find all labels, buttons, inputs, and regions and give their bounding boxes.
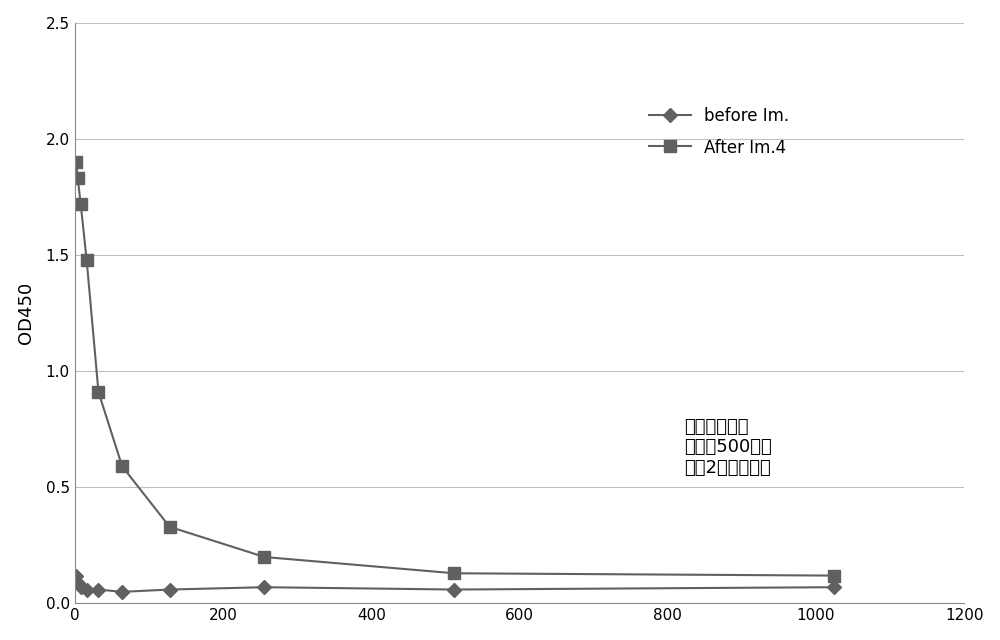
After Im.4 xyxy=(164,523,176,531)
After Im.4 xyxy=(75,200,87,208)
After Im.4 xyxy=(258,553,270,561)
Text: 重链抗体检测
先稀释500倍，
然全2倍系列稀释: 重链抗体检测 先稀释500倍， 然全2倍系列稀释 xyxy=(684,418,772,477)
After Im.4 xyxy=(72,175,84,182)
Line: After Im.4: After Im.4 xyxy=(71,157,839,581)
before Im. xyxy=(81,586,93,593)
After Im.4 xyxy=(81,256,93,264)
After Im.4 xyxy=(828,572,840,579)
After Im.4 xyxy=(70,158,82,166)
After Im.4 xyxy=(116,463,128,470)
Y-axis label: OD450: OD450 xyxy=(17,282,35,344)
before Im. xyxy=(164,586,176,593)
before Im. xyxy=(92,586,104,593)
before Im. xyxy=(828,584,840,591)
before Im. xyxy=(258,584,270,591)
before Im. xyxy=(70,572,82,579)
before Im. xyxy=(448,586,460,593)
before Im. xyxy=(116,588,128,596)
After Im.4 xyxy=(448,570,460,577)
before Im. xyxy=(75,584,87,591)
Legend: before Im., After Im.4: before Im., After Im.4 xyxy=(642,100,796,163)
Line: before Im.: before Im. xyxy=(71,571,839,596)
before Im. xyxy=(72,579,84,586)
After Im.4 xyxy=(92,388,104,396)
